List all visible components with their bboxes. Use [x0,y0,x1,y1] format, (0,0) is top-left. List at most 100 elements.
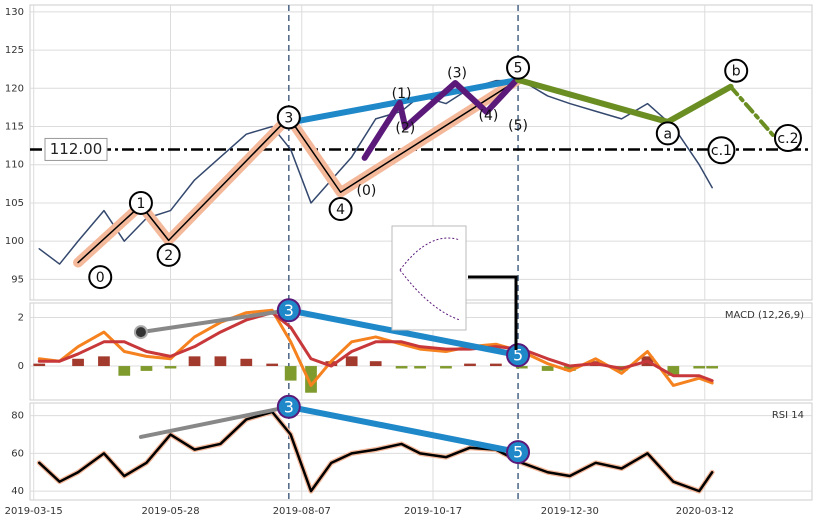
histogram-bar [214,356,227,367]
wave-label: 0 [96,270,105,286]
wave-label: (0) [357,183,377,199]
wave-label: 5 [513,443,523,462]
thumbnail-sketch [399,237,461,321]
wave-marker [506,343,531,368]
y-tick-label: 2 [18,313,24,324]
y-tick-label: 95 [11,274,24,285]
histogram-bar [284,366,297,381]
wave-marker [276,394,301,419]
plot-layer: 95 100 105 110 115 120 125 130 112.00 0 1 2 3 4 5 (0) (1… [5,4,813,517]
histogram-bar [164,366,177,369]
histogram-bar [440,366,452,369]
wave-label: (1) [392,86,412,102]
y-tick-label: 60 [11,448,24,459]
histogram-bar [98,356,110,367]
x-tick-label: 2019-03-15 [5,506,63,517]
wave-label: 5 [513,346,523,365]
wave-marker [707,136,736,165]
wave-label: 5 [514,61,523,77]
histogram-bar [188,356,201,367]
wave-line [138,308,291,335]
histogram-bar [325,361,338,367]
x-tick-label: 2020-03-12 [676,506,734,517]
histogram-bar [72,358,84,367]
x-tick-label: 2019-05-28 [141,506,199,517]
y-tick-label: 80 [11,411,24,422]
y-tick-label: 130 [5,7,24,18]
wave-dot [133,325,148,340]
x-tick-label: 2019-12-30 [541,506,599,517]
histogram-bar [305,366,317,393]
histogram-bar [395,366,408,369]
histogram-bar [490,363,502,367]
wave-label: 1 [136,196,145,212]
histogram-bar [541,366,554,371]
histogram-bar [266,363,279,367]
histogram-bar [118,366,131,376]
histogram-bar [414,366,426,369]
level-label: 112.00 [50,140,103,158]
panel-label: MACD (12,26,9) [725,310,804,321]
thumbnail [391,225,467,331]
histogram-bar [563,366,576,371]
histogram-bar [240,358,253,367]
wave-label: b [732,64,741,80]
histogram-bar [667,366,680,376]
wave-line [285,403,522,456]
wave-label: 3 [284,110,293,126]
wave-marker [328,197,353,222]
wave-marker [506,55,531,80]
series-line [37,410,714,493]
histogram-bar [515,366,528,369]
y-tick-label: 115 [5,122,24,133]
y-tick-label: 0 [18,361,24,372]
y-tick-label: 125 [5,45,24,56]
wave-marker [156,242,181,267]
y-tick-label: 105 [5,198,24,209]
histogram-bar [706,366,719,369]
level-box [44,137,108,161]
wave-line [138,404,291,439]
wave-marker [276,105,301,130]
wave-marker [773,123,802,152]
histogram-bar [345,356,358,367]
wave-label: (4) [479,108,499,124]
y-tick-label: 40 [11,486,24,497]
y-tick-label: 110 [5,160,24,171]
wave-line [285,307,522,359]
histogram-bar [369,361,382,367]
wave-line [77,79,519,264]
wave-label: (3) [447,65,467,81]
series-line [38,79,713,265]
x-tick-label: 2019-08-07 [273,506,331,517]
wave-line [285,76,522,126]
histogram-bar [140,366,153,371]
wave-line [361,75,522,161]
connector [468,275,518,350]
wave-marker [506,440,531,465]
histogram-bar [33,363,46,367]
wave-label: c.2 [777,131,798,147]
wave-label: a [664,126,673,142]
wave-label: (2) [395,120,415,136]
panel-label: RSI 14 [772,410,804,421]
wave-label: 2 [164,248,173,264]
wave-label: 3 [284,301,294,320]
y-tick-label: 100 [5,236,24,247]
wave-label: 4 [336,202,345,218]
wave-label: c.1 [711,143,732,159]
series-line [37,311,714,383]
wave-marker [724,58,749,83]
x-tick-label: 2019-10-17 [404,506,462,517]
y-tick-label: 120 [5,83,24,94]
histogram-bar [693,366,706,369]
series-line [37,308,714,387]
wave-marker [655,121,680,146]
wave-label: 3 [284,397,294,416]
wave-marker [88,265,113,290]
wave-marker [128,190,153,215]
wave-marker [276,298,301,323]
wave-label: (5) [508,118,528,134]
histogram-bar [464,363,476,367]
